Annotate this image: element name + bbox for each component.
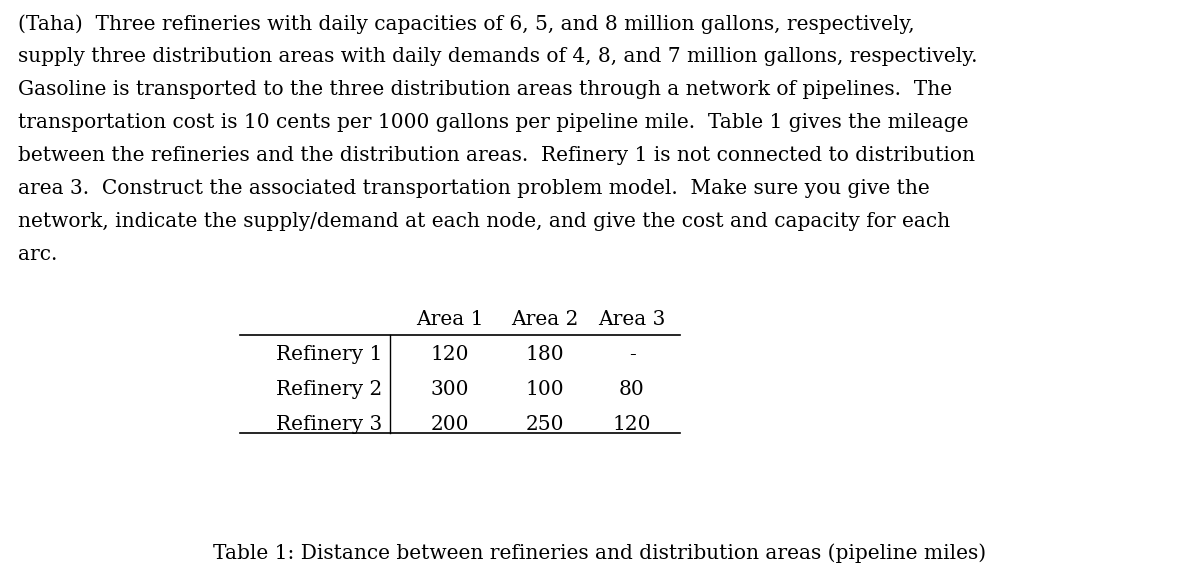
Text: transportation cost is 10 cents per 1000 gallons per pipeline mile.  Table 1 giv: transportation cost is 10 cents per 1000…: [18, 113, 968, 132]
Text: 100: 100: [526, 380, 564, 399]
Text: between the refineries and the distribution areas.  Refinery 1 is not connected : between the refineries and the distribut…: [18, 146, 974, 165]
Text: 80: 80: [619, 380, 644, 399]
Text: Table 1: Distance between refineries and distribution areas (pipeline miles): Table 1: Distance between refineries and…: [214, 543, 986, 563]
Text: Refinery 3: Refinery 3: [276, 415, 382, 434]
Text: 120: 120: [613, 415, 652, 434]
Text: Area 3: Area 3: [599, 310, 666, 329]
Text: Area 1: Area 1: [416, 310, 484, 329]
Text: 180: 180: [526, 345, 564, 364]
Text: Area 2: Area 2: [511, 310, 578, 329]
Text: area 3.  Construct the associated transportation problem model.  Make sure you g: area 3. Construct the associated transpo…: [18, 179, 930, 198]
Text: Refinery 2: Refinery 2: [276, 380, 382, 399]
Text: Gasoline is transported to the three distribution areas through a network of pip: Gasoline is transported to the three dis…: [18, 80, 952, 99]
Text: (Taha)  Three refineries with daily capacities of 6, 5, and 8 million gallons, r: (Taha) Three refineries with daily capac…: [18, 14, 914, 34]
Text: supply three distribution areas with daily demands of 4, 8, and 7 million gallon: supply three distribution areas with dai…: [18, 47, 978, 66]
Text: Refinery 1: Refinery 1: [276, 345, 382, 364]
Text: -: -: [629, 345, 635, 364]
Text: 200: 200: [431, 415, 469, 434]
Text: 120: 120: [431, 345, 469, 364]
Text: 300: 300: [431, 380, 469, 399]
Text: network, indicate the supply/demand at each node, and give the cost and capacity: network, indicate the supply/demand at e…: [18, 212, 950, 231]
Text: arc.: arc.: [18, 245, 58, 264]
Text: 250: 250: [526, 415, 564, 434]
